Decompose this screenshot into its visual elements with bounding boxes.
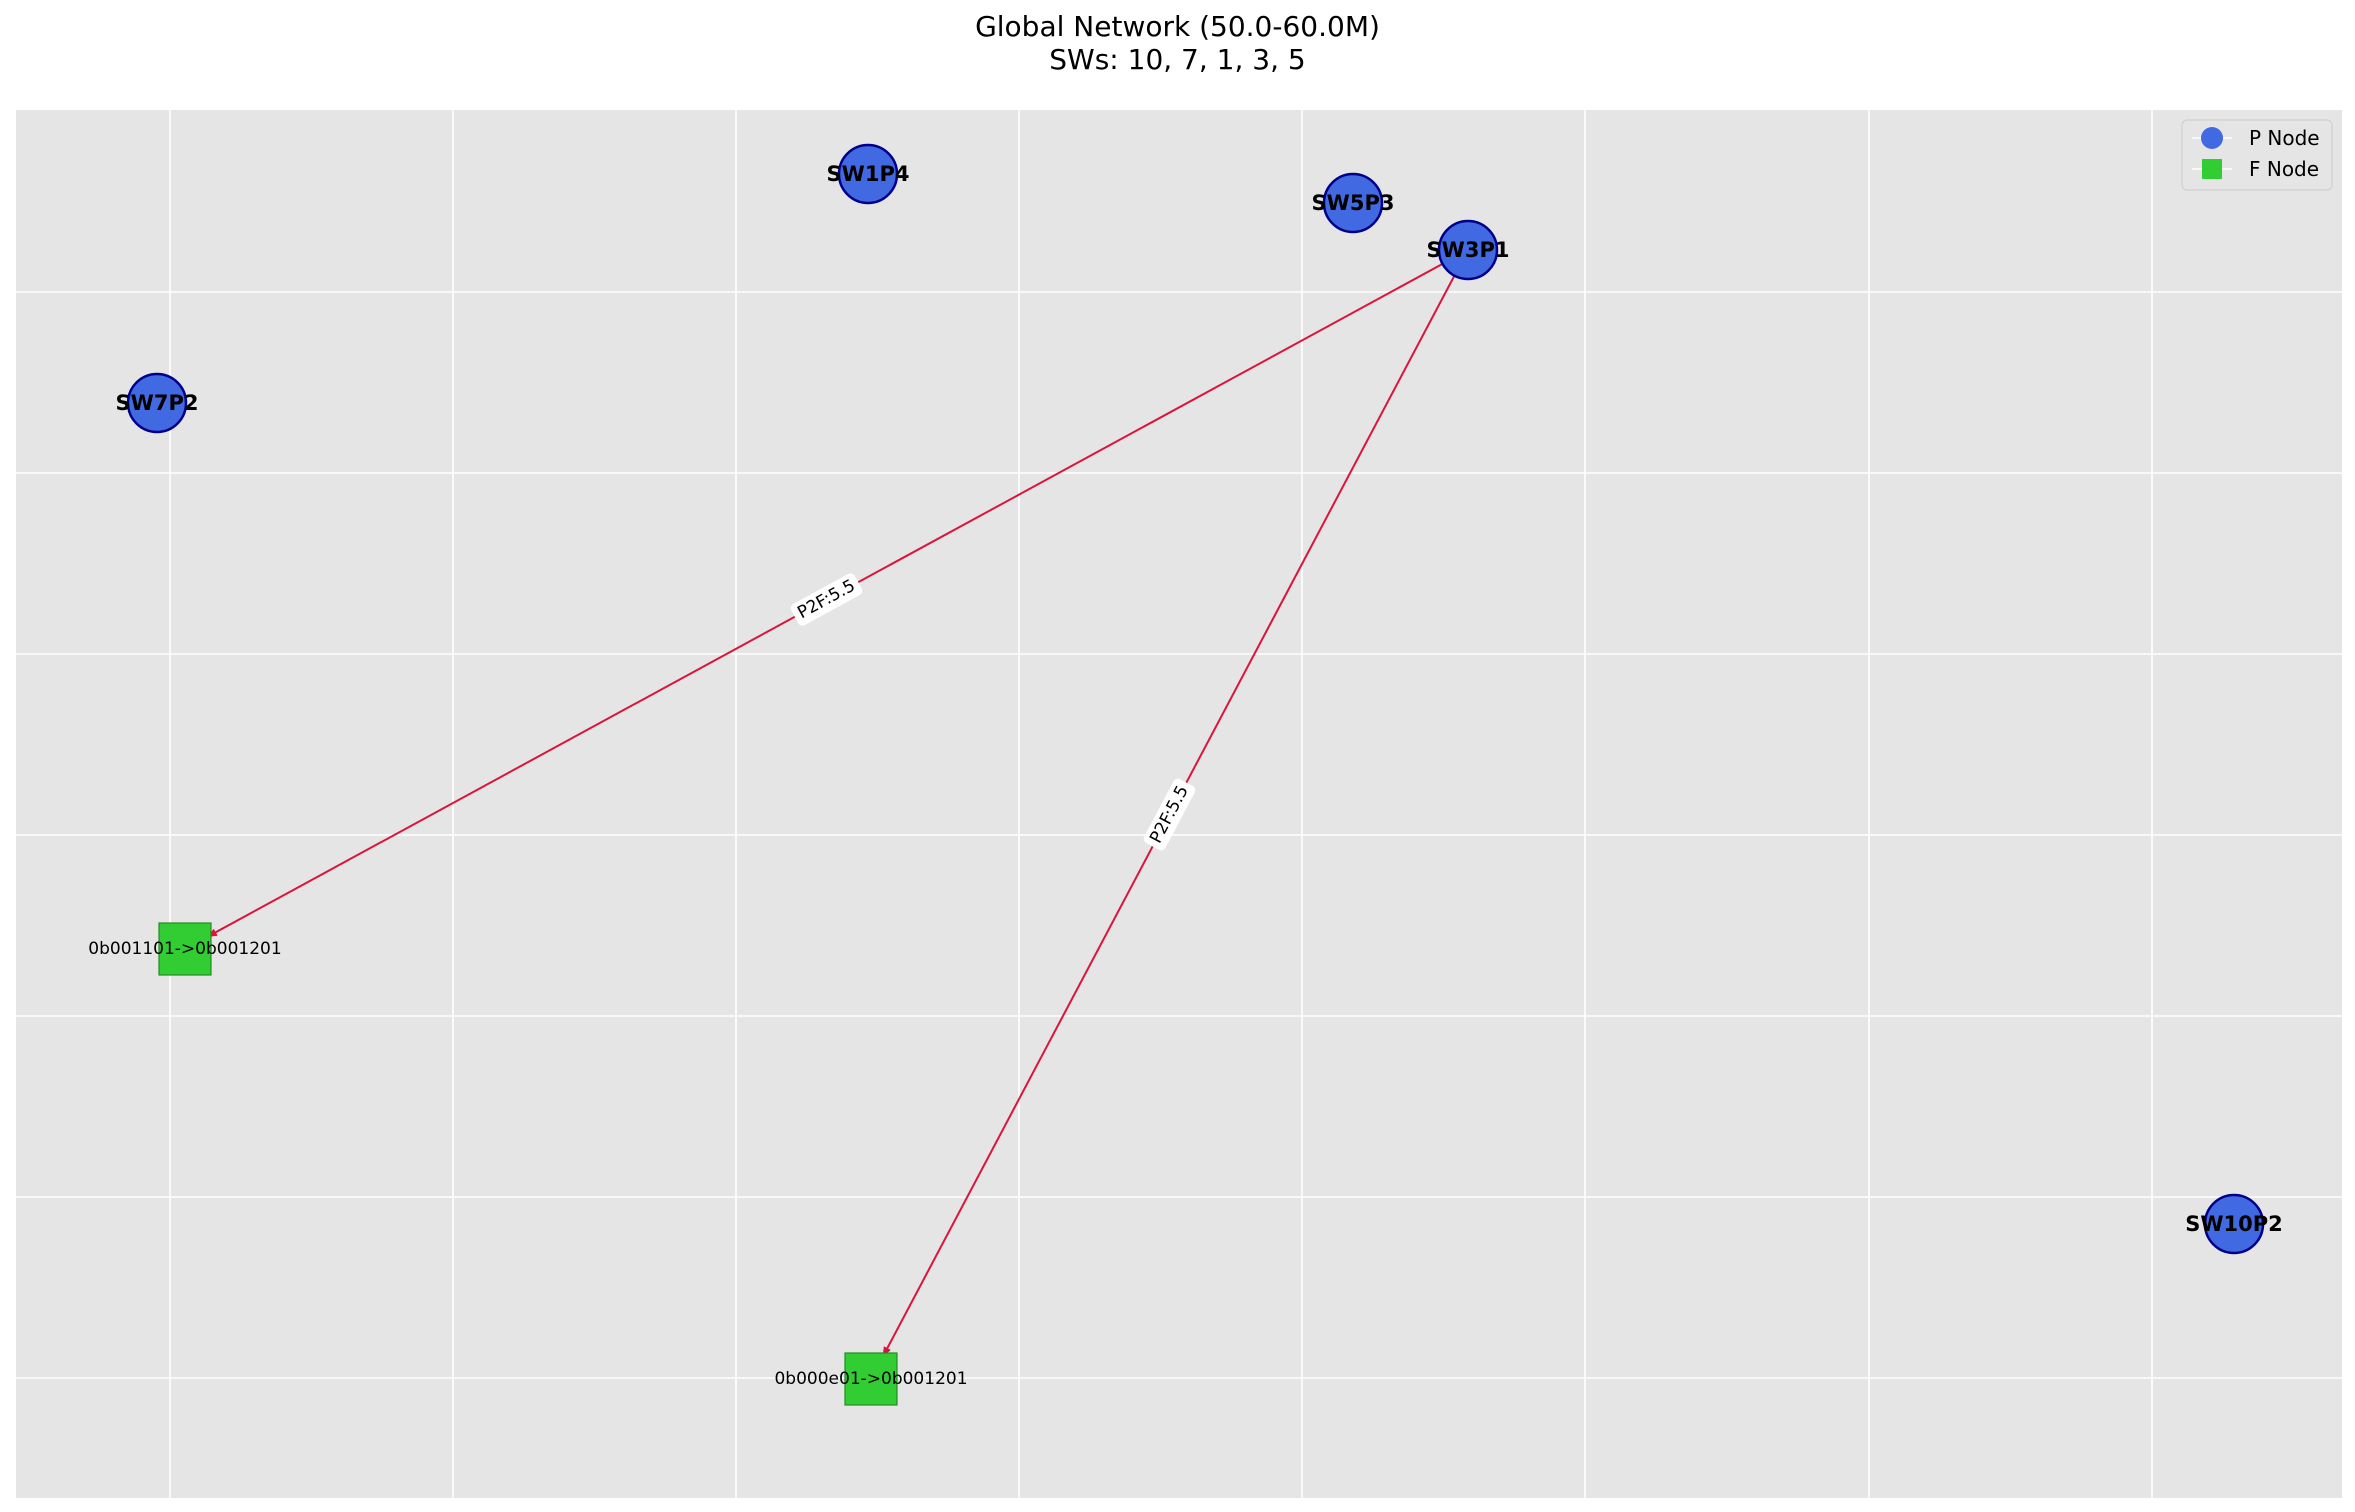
diagram-title: Global Network (50.0-60.0M) SWs: 10, 7, … (0, 10, 2355, 76)
legend-square-marker (2202, 159, 2222, 179)
node-sw1p4: SW1P4 (827, 143, 910, 205)
p-node-label: SW3P1 (1427, 238, 1510, 262)
node-sw3p1: SW3P1 (1427, 219, 1510, 281)
p-node-circle (126, 372, 188, 434)
f-node-label: 0b000e01->0b001201 (774, 1369, 967, 1389)
edge-label-box (1143, 778, 1196, 851)
legend-item-f-node: F Node (2192, 157, 2319, 181)
p-node-circle (837, 143, 899, 205)
edge-label-box (790, 573, 863, 626)
legend-label: F Node (2249, 157, 2319, 181)
f-node-square (844, 1352, 898, 1406)
p-node-label: SW1P4 (827, 162, 910, 186)
p-node-label: SW10P2 (2185, 1212, 2283, 1236)
p-node-circle (1437, 219, 1499, 281)
node-f2: 0b000e01->0b001201 (774, 1352, 968, 1406)
f-node-square (158, 922, 212, 976)
node-sw5p3: SW5P3 (1312, 172, 1395, 234)
p-node-label: SW7P2 (116, 391, 199, 415)
legend: P Node F Node (2181, 119, 2333, 191)
grid (16, 110, 2342, 1498)
node-sw10p2: SW10P2 (2185, 1193, 2283, 1255)
p-node-circle (1322, 172, 1384, 234)
p-node-circle (2203, 1193, 2265, 1255)
nodes: SW1P4 SW5P3 SW3P1 SW7P2 SW10P2 0b001101->0b00… (88, 143, 2283, 1406)
legend-item-p-node: P Node (2192, 126, 2320, 150)
title-line-1: Global Network (50.0-60.0M) (975, 10, 1380, 43)
title-line-2: SWs: 10, 7, 1, 3, 5 (1049, 43, 1306, 76)
node-f1: 0b001101->0b001201 (88, 922, 282, 976)
p-node-label: SW5P3 (1312, 191, 1395, 215)
node-sw7p2: SW7P2 (116, 372, 199, 434)
f-node-label: 0b001101->0b001201 (88, 939, 281, 959)
legend-circle-marker (2201, 127, 2223, 149)
legend-label: P Node (2249, 126, 2320, 150)
